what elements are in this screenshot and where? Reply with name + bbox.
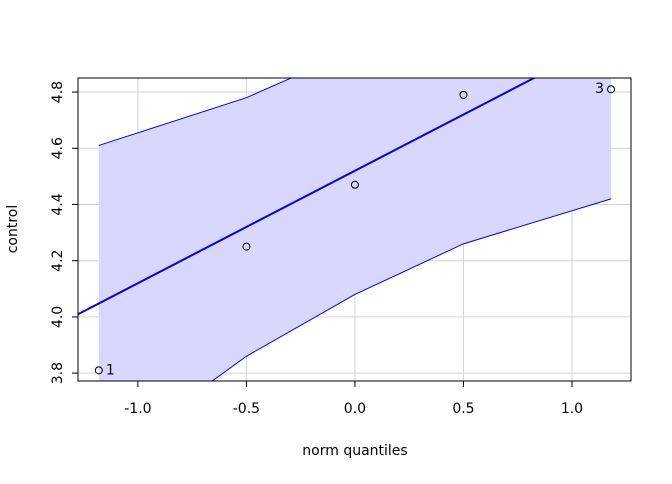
envelope-upper xyxy=(98,78,293,146)
data-point xyxy=(350,180,359,189)
y-axis-label: control xyxy=(5,205,21,254)
x-tick-label: 0.5 xyxy=(452,401,474,417)
y-tick-label: 4.8 xyxy=(50,81,66,103)
data-point xyxy=(94,366,103,375)
x-tick-label: 0.0 xyxy=(344,401,366,417)
y-tick-label: 4.4 xyxy=(50,193,66,215)
point-label: 1 xyxy=(106,362,115,378)
x-tick-label: 1.0 xyxy=(561,401,583,417)
data-point xyxy=(607,85,616,94)
plot-area xyxy=(78,78,612,381)
reference-line xyxy=(78,78,537,316)
x-tick-label: -1.0 xyxy=(124,401,151,417)
y-tick-label: 4.6 xyxy=(50,137,66,159)
x-tick-label: -0.5 xyxy=(233,401,260,417)
y-tick-label: 3.8 xyxy=(50,362,66,384)
data-point xyxy=(242,242,251,251)
confidence-envelope xyxy=(98,78,612,381)
data-point xyxy=(459,90,468,99)
x-axis-label: norm quantiles xyxy=(302,443,407,459)
point-label: 3 xyxy=(595,81,604,97)
y-tick-label: 4.0 xyxy=(50,306,66,328)
envelope-lower xyxy=(211,198,612,381)
y-tick-label: 4.2 xyxy=(50,250,66,272)
